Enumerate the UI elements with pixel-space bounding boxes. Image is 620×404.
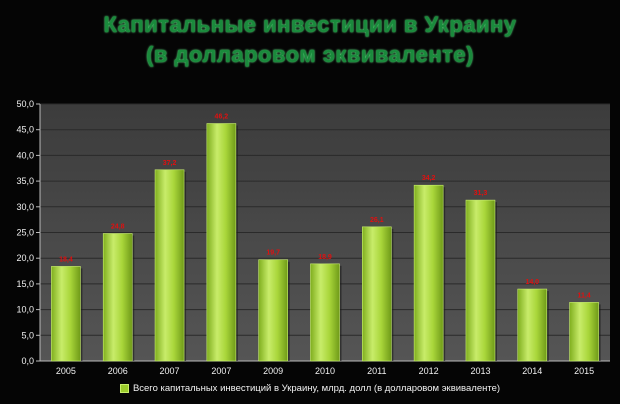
y-tick-label: 35,0 [16,176,34,186]
y-tick-label: 40,0 [16,150,34,160]
chart-title: Капитальные инвестиции в Украину (в долл… [0,10,620,70]
x-tick-label: 2012 [419,366,439,376]
chart-title-line-2: (в долларовом эквиваленте) [146,42,474,67]
data-label: 26,1 [370,217,384,224]
bar [51,266,81,362]
bar [517,288,548,362]
data-label: 37,2 [163,160,177,167]
data-label: 31,3 [474,190,488,197]
x-tick-label: 2013 [470,366,490,376]
bar [569,302,599,362]
bar [310,263,340,362]
chart-legend: Всего капитальных инвестиций в Украину, … [0,383,620,394]
y-tick-label: 15,0 [16,279,34,289]
data-label: 34,2 [422,175,436,182]
x-tick-label: 2014 [522,366,542,376]
bar [258,259,288,362]
data-label: 18,4 [59,256,73,263]
bar [102,233,133,362]
y-tick-label: 45,0 [16,125,34,135]
x-tick-label: 2015 [574,366,594,376]
data-label: 11,4 [577,292,590,299]
bar [362,226,392,362]
bar [465,199,496,362]
x-tick-label: 2007 [211,366,231,376]
bar [154,169,185,362]
y-tick-label: 25,0 [16,228,34,238]
data-label: 19,7 [266,250,280,257]
y-tick-label: 20,0 [16,253,34,263]
y-tick-label: 5,0 [21,330,34,340]
data-label: 18,9 [318,254,332,261]
y-tick-label: 30,0 [16,202,34,212]
x-tick-label: 2011 [367,366,386,376]
y-tick-label: 50,0 [16,99,34,109]
bar [206,123,237,362]
data-label: 46,2 [215,114,229,121]
x-tick-label: 2009 [263,366,283,376]
x-tick-label: 2007 [160,366,180,376]
legend-label: Всего капитальных инвестиций в Украину, … [132,383,501,394]
x-tick-label: 2010 [315,366,335,376]
bar [413,184,444,362]
x-tick-label: 2006 [108,366,128,376]
chart-title-line-1: Капитальные инвестиции в Украину [103,12,517,37]
data-label: 24,8 [111,224,125,231]
y-tick-label: 10,0 [16,305,34,315]
x-tick-label: 2005 [56,366,76,376]
data-label: 14,0 [525,279,539,286]
y-tick-label: 0,0 [21,356,34,366]
legend-swatch [119,383,129,393]
